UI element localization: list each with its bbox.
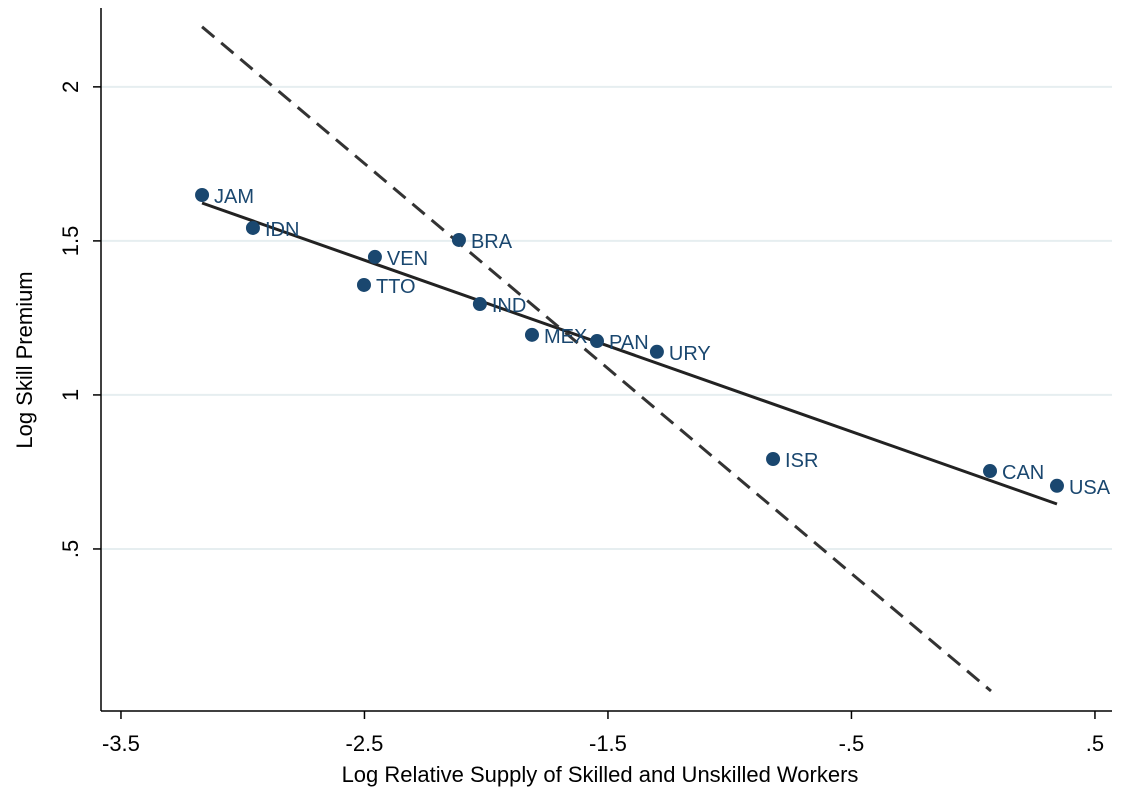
point bbox=[245, 220, 260, 235]
point-label: CAN bbox=[1002, 462, 1044, 484]
x-axis-title: Log Relative Supply of Skilled and Unski… bbox=[342, 762, 859, 787]
point bbox=[766, 452, 781, 467]
point bbox=[356, 277, 371, 292]
point-label: IDN bbox=[265, 219, 299, 241]
point bbox=[195, 187, 210, 202]
y-tick-label: 1.5 bbox=[58, 226, 83, 257]
y-axis-title: Log Skill Premium bbox=[12, 271, 37, 448]
point bbox=[451, 232, 466, 247]
y-tick-label: 2 bbox=[58, 81, 83, 93]
x-tick-label: -.5 bbox=[839, 731, 865, 756]
point-label: MEX bbox=[544, 326, 587, 348]
point bbox=[590, 334, 605, 349]
point bbox=[1049, 478, 1064, 493]
point-label: PAN bbox=[609, 332, 649, 354]
fit-line bbox=[201, 201, 1058, 506]
point-label: VEN bbox=[387, 248, 428, 270]
point bbox=[983, 464, 998, 479]
x-tick-label: -3.5 bbox=[102, 731, 140, 756]
point-label: URY bbox=[669, 343, 711, 365]
point-label: BRA bbox=[471, 231, 513, 253]
point-label: TTO bbox=[376, 276, 416, 298]
x-tick-label: .5 bbox=[1086, 731, 1104, 756]
x-tick-label: -2.5 bbox=[346, 731, 384, 756]
dashed-line bbox=[201, 25, 992, 693]
point-label: USA bbox=[1069, 477, 1111, 499]
point bbox=[367, 249, 382, 264]
point bbox=[649, 344, 664, 359]
point-label: ISR bbox=[785, 450, 818, 472]
point-label: JAM bbox=[214, 186, 254, 208]
point-label: IND bbox=[492, 295, 526, 317]
y-tick-label: .5 bbox=[58, 540, 83, 558]
y-tick-label: 1 bbox=[58, 389, 83, 401]
point bbox=[524, 327, 539, 342]
x-tick-label: -1.5 bbox=[589, 731, 627, 756]
point bbox=[472, 297, 487, 312]
